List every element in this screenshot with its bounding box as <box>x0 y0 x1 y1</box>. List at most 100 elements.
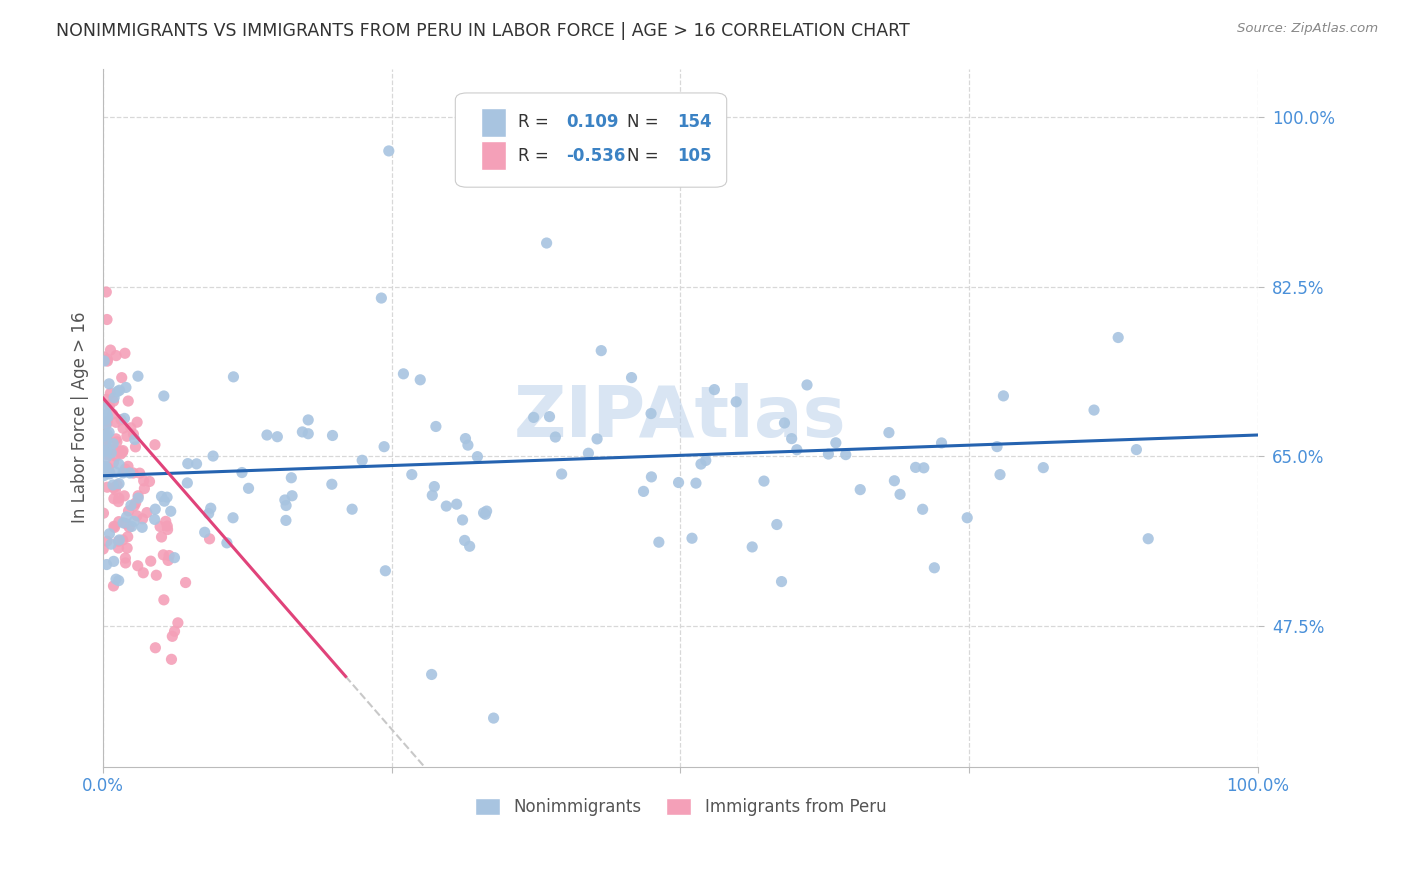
Point <box>101 443 124 458</box>
Point <box>1032 460 1054 475</box>
Point <box>93 354 115 368</box>
Point <box>127 415 149 429</box>
Point <box>108 491 131 505</box>
Point <box>114 462 136 476</box>
Text: 154: 154 <box>678 113 711 131</box>
Point <box>103 456 125 470</box>
Legend: Nonimmigrants, Immigrants from Peru: Nonimmigrants, Immigrants from Peru <box>467 789 894 824</box>
Point <box>96 354 118 368</box>
Point <box>550 467 572 481</box>
Point <box>143 512 166 526</box>
Point <box>392 367 415 381</box>
Point <box>378 144 401 158</box>
Text: N =: N = <box>627 147 664 165</box>
Point <box>281 489 304 503</box>
Point <box>111 533 134 547</box>
Point <box>988 467 1011 482</box>
Point <box>434 499 457 513</box>
Point <box>467 450 489 464</box>
Y-axis label: In Labor Force | Age > 16: In Labor Force | Age > 16 <box>72 312 89 524</box>
Point <box>883 474 905 488</box>
Point <box>96 432 118 446</box>
Point <box>159 504 181 518</box>
Point <box>256 428 278 442</box>
Point <box>370 291 392 305</box>
Point <box>122 427 145 442</box>
Point <box>124 496 146 510</box>
Point <box>115 541 138 556</box>
Point <box>766 517 789 532</box>
Point <box>202 449 225 463</box>
Point <box>111 443 134 458</box>
FancyBboxPatch shape <box>456 93 727 187</box>
Point <box>150 530 173 544</box>
Point <box>222 510 245 524</box>
Point <box>457 438 479 452</box>
Point <box>117 459 139 474</box>
Point <box>103 442 125 457</box>
Point <box>157 549 180 563</box>
Point <box>131 512 153 526</box>
Point <box>132 566 155 580</box>
Point <box>222 369 245 384</box>
Point <box>131 520 153 534</box>
Text: 0.109: 0.109 <box>567 113 619 131</box>
Text: ZIPAtlas: ZIPAtlas <box>515 383 846 452</box>
Point <box>143 502 166 516</box>
Point <box>107 534 129 549</box>
Point <box>174 575 197 590</box>
Point <box>576 446 599 460</box>
Point <box>752 474 775 488</box>
Point <box>96 392 118 407</box>
Point <box>266 430 288 444</box>
Point <box>120 499 142 513</box>
Point <box>97 461 120 475</box>
Point <box>103 519 125 533</box>
Point <box>93 444 115 458</box>
Point <box>160 652 183 666</box>
Text: Source: ZipAtlas.com: Source: ZipAtlas.com <box>1237 22 1378 36</box>
Point <box>96 448 118 462</box>
Point <box>139 554 162 568</box>
Point <box>1107 330 1129 344</box>
Point <box>101 436 124 450</box>
Point <box>98 398 121 412</box>
Point <box>446 497 468 511</box>
Point <box>134 482 156 496</box>
Point <box>200 501 222 516</box>
Point <box>425 419 447 434</box>
Point <box>105 415 128 429</box>
Point <box>98 526 121 541</box>
Point <box>98 448 121 462</box>
Point <box>274 513 297 527</box>
Point <box>103 520 125 534</box>
Point <box>114 346 136 360</box>
Point <box>108 457 131 471</box>
Point <box>93 436 115 450</box>
Point <box>120 421 142 435</box>
Point <box>668 475 690 490</box>
Point <box>1125 442 1147 457</box>
Point <box>176 475 198 490</box>
Point <box>124 433 146 447</box>
Point <box>523 410 546 425</box>
Point <box>153 592 176 607</box>
Point <box>94 401 117 415</box>
Point <box>96 427 118 442</box>
Point <box>321 477 343 491</box>
Point <box>725 394 748 409</box>
Point <box>108 533 131 547</box>
Point <box>101 478 124 492</box>
Point <box>108 515 131 529</box>
Point <box>97 442 120 456</box>
Point <box>112 516 135 530</box>
Point <box>103 391 125 405</box>
Text: 105: 105 <box>678 147 711 165</box>
Point <box>103 491 125 506</box>
Point <box>93 426 115 441</box>
Point <box>409 373 432 387</box>
Point <box>115 380 138 394</box>
Point <box>96 443 118 458</box>
Point <box>458 539 481 553</box>
Point <box>912 460 935 475</box>
